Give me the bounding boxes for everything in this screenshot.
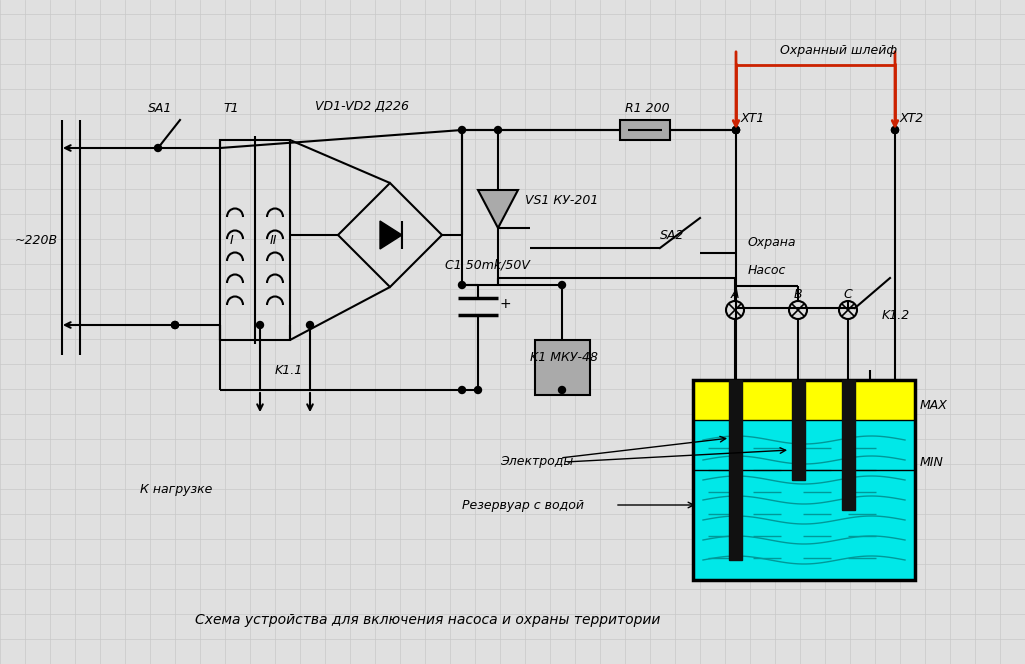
Text: MAX: MAX <box>920 398 948 412</box>
Circle shape <box>256 321 263 329</box>
Circle shape <box>458 127 465 133</box>
Text: R1 200: R1 200 <box>625 102 669 114</box>
Text: MIN: MIN <box>920 456 944 469</box>
Bar <box>693 380 915 580</box>
Text: SA2: SA2 <box>660 228 685 242</box>
Text: XT2: XT2 <box>900 112 925 125</box>
Polygon shape <box>478 190 518 228</box>
Bar <box>693 380 915 580</box>
Text: K1.2: K1.2 <box>882 309 910 321</box>
Circle shape <box>733 127 739 133</box>
Text: К нагрузке: К нагрузке <box>140 483 212 497</box>
Text: Схема устройства для включения насоса и охраны территории: Схема устройства для включения насоса и … <box>195 613 660 627</box>
Circle shape <box>733 127 739 133</box>
Circle shape <box>892 127 899 133</box>
Text: I: I <box>230 234 234 246</box>
Circle shape <box>306 321 314 329</box>
Text: C: C <box>844 288 853 301</box>
Circle shape <box>892 127 899 133</box>
Text: K1 МКУ-48: K1 МКУ-48 <box>530 351 598 363</box>
Polygon shape <box>380 221 402 249</box>
Text: +: + <box>500 297 511 311</box>
Text: Электроды: Электроды <box>500 456 573 469</box>
Circle shape <box>475 386 482 394</box>
Text: II: II <box>270 234 278 246</box>
Circle shape <box>458 282 465 288</box>
Bar <box>693 380 915 420</box>
Bar <box>620 120 670 140</box>
Text: VD1-VD2 Д226: VD1-VD2 Д226 <box>315 100 409 112</box>
Bar <box>220 140 290 340</box>
Circle shape <box>494 127 501 133</box>
Circle shape <box>733 127 739 133</box>
Bar <box>729 380 742 560</box>
Text: K1.1: K1.1 <box>275 363 303 376</box>
Text: Охранный шлейф: Охранный шлейф <box>780 44 897 56</box>
Circle shape <box>171 321 178 329</box>
Text: VS1 КУ-201: VS1 КУ-201 <box>525 193 599 207</box>
Text: B: B <box>793 288 803 301</box>
Circle shape <box>155 145 162 151</box>
Text: A: A <box>731 288 739 301</box>
Bar <box>842 380 855 510</box>
Text: C1 50mk/50V: C1 50mk/50V <box>445 258 530 272</box>
Text: Насос: Насос <box>748 264 786 276</box>
Text: SA1: SA1 <box>148 102 172 114</box>
Circle shape <box>559 386 566 394</box>
Text: ~220В: ~220В <box>15 234 58 246</box>
Text: Охрана: Охрана <box>748 236 796 248</box>
Circle shape <box>458 386 465 394</box>
Text: Резервуар с водой: Резервуар с водой <box>462 499 584 511</box>
Circle shape <box>171 321 178 329</box>
Text: T1: T1 <box>223 102 239 114</box>
Text: XT1: XT1 <box>741 112 766 125</box>
Bar <box>535 340 590 395</box>
Bar <box>792 380 805 480</box>
Circle shape <box>559 282 566 288</box>
